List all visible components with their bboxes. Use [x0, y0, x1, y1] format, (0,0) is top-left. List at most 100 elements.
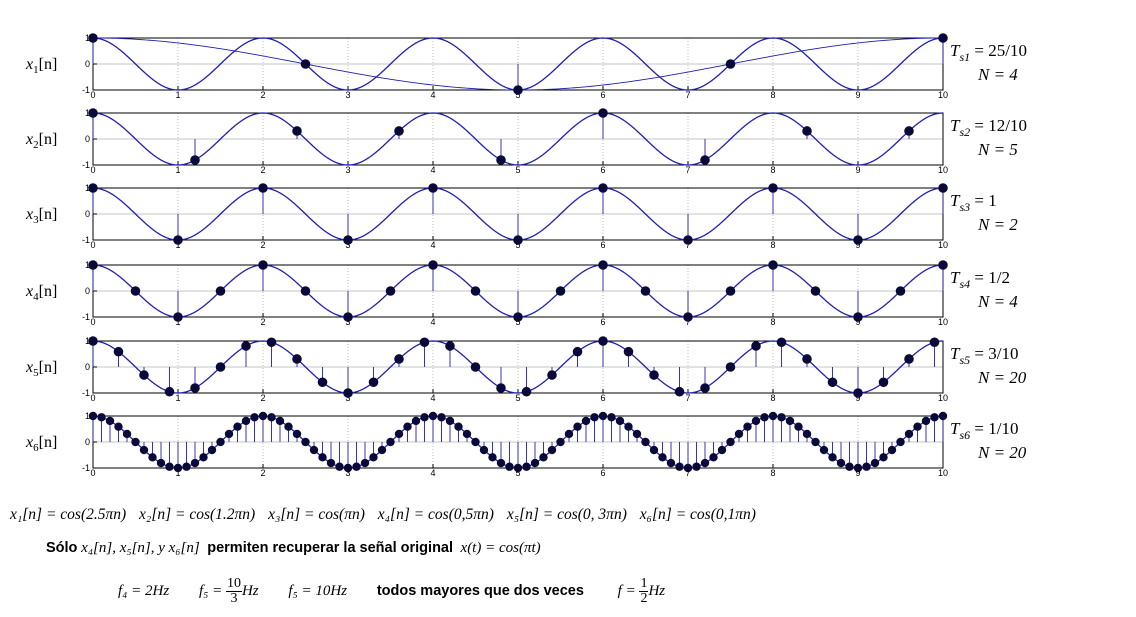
x-tick-label: 6: [600, 317, 605, 327]
panel-n-label: N = 20: [977, 368, 1027, 387]
sample-point: [938, 33, 948, 43]
sample-point: [725, 59, 736, 69]
sample-point: [317, 377, 328, 388]
freq-f4: f₄ = 2Hz: [118, 582, 170, 599]
x-tick-label: 2: [260, 468, 265, 478]
sample-point: [513, 463, 523, 473]
sample-point: [700, 458, 710, 468]
sample-point: [267, 413, 276, 422]
x-tick-label: 1: [175, 165, 180, 175]
x-tick-label: 5: [515, 317, 520, 327]
sample-point: [598, 183, 608, 193]
sample-point: [521, 386, 532, 397]
x-tick-label: 7: [685, 240, 690, 250]
sample-point: [343, 463, 353, 473]
sample-point: [130, 286, 141, 296]
sample-point: [479, 445, 489, 455]
sample-point: [394, 354, 404, 364]
sample-point: [581, 416, 591, 426]
x-tick-label: 2: [260, 240, 265, 250]
sample-point: [190, 458, 200, 468]
freq-f5-num: 10: [225, 576, 242, 592]
x-tick-label: 10: [938, 90, 948, 100]
sample-point: [258, 183, 268, 193]
sample-point: [590, 413, 599, 422]
x-tick-label: 3: [345, 165, 350, 175]
y-tick-label: 1: [85, 336, 90, 346]
sample-point: [284, 422, 293, 431]
sample-point: [173, 463, 183, 473]
sample-point: [122, 429, 132, 439]
sample-point: [938, 260, 948, 270]
sample-point: [547, 445, 557, 455]
y-tick-label: 0: [85, 134, 90, 144]
sample-point: [216, 437, 225, 447]
y-tick-label: 0: [85, 59, 90, 69]
equation-x1: x₁[n] = cos(2.5πn): [10, 506, 127, 523]
sample-point: [164, 386, 175, 397]
sample-point: [292, 126, 302, 136]
sample-point: [139, 445, 149, 455]
x-tick-label: 0: [90, 240, 95, 250]
sample-point: [471, 437, 480, 447]
sample-point: [674, 386, 685, 397]
freq-f5-frac: 10 3: [225, 576, 242, 606]
x-tick-label: 7: [685, 90, 690, 100]
sample-point: [419, 337, 430, 348]
x-tick-label: 8: [770, 240, 775, 250]
sample-point: [335, 462, 344, 471]
y-tick-label: 0: [85, 286, 90, 296]
sample-point: [904, 429, 914, 439]
panel-ts-label: Ts5 = 3/10: [950, 344, 1018, 367]
sample-point: [725, 286, 736, 296]
sample-point: [734, 429, 744, 439]
sample-point: [556, 437, 565, 447]
x-tick-label: 5: [515, 393, 520, 403]
sample-point: [607, 413, 616, 422]
x-tick-label: 6: [600, 90, 605, 100]
sample-point: [683, 463, 693, 473]
x-tick-label: 10: [938, 393, 948, 403]
sample-point: [420, 413, 429, 422]
sample-point: [743, 422, 752, 431]
note-bold-middle: permiten recuperar la señal original: [207, 540, 454, 556]
x-tick-label: 3: [345, 468, 350, 478]
sample-point: [530, 458, 540, 468]
y-tick-label: 1: [85, 33, 90, 43]
sample-point: [199, 453, 208, 462]
x-tick-label: 8: [770, 90, 775, 100]
sample-point: [113, 346, 124, 357]
freq-f-num: 1: [639, 576, 649, 592]
sample-point: [717, 445, 727, 455]
note-signals: x₄[n], x₅[n], y x₆[n]: [81, 540, 200, 556]
y-tick-label: 0: [85, 209, 90, 219]
x-tick-label: 9: [855, 468, 860, 478]
sample-point: [853, 388, 863, 398]
sample-point: [853, 312, 863, 322]
sample-point: [496, 458, 506, 468]
x-tick-label: 8: [770, 393, 775, 403]
sample-point: [300, 59, 311, 69]
sample-point: [445, 416, 455, 426]
freq-f5-unit: Hz: [241, 582, 259, 599]
sample-point: [649, 445, 659, 455]
sample-point: [827, 377, 838, 388]
panel-ylabel: x5[n]: [25, 359, 57, 379]
y-tick-label: -1: [82, 312, 90, 322]
sample-point: [802, 429, 812, 439]
note-bold-start: Sólo: [46, 540, 78, 556]
sample-point: [403, 422, 412, 431]
sample-point: [785, 416, 795, 426]
sample-point: [470, 362, 481, 372]
sample-point: [411, 416, 421, 426]
sample-point: [658, 453, 667, 462]
sample-point: [215, 362, 226, 372]
sample-point: [352, 462, 361, 471]
x-tick-label: 5: [515, 165, 520, 175]
sample-point: [428, 183, 438, 193]
sample-point: [470, 286, 481, 296]
sample-point: [666, 458, 676, 468]
sample-point: [938, 183, 948, 193]
